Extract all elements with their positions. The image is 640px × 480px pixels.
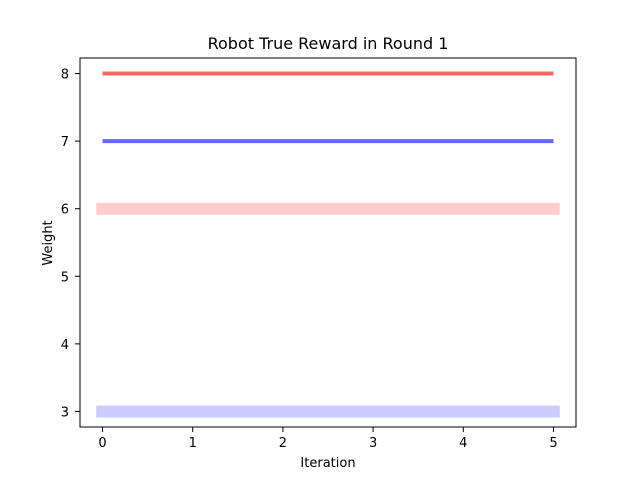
y-axis-label: Weight [41, 220, 56, 265]
x-axis: 0 1 2 3 4 5 [98, 427, 558, 451]
y-tick-label: 8 [61, 68, 69, 83]
y-tick-label: 7 [61, 135, 69, 150]
y-tick-label: 3 [61, 405, 69, 420]
x-axis-label: Iteration [300, 456, 355, 471]
x-tick-label: 4 [459, 436, 467, 451]
y-tick-label: 6 [61, 203, 69, 218]
y-tick-label: 4 [61, 338, 69, 353]
series-layer [96, 71, 560, 418]
x-tick-label: 5 [549, 436, 557, 451]
x-tick-label: 1 [189, 436, 197, 451]
y-axis: 3 4 5 6 7 8 [61, 68, 80, 420]
x-tick-label: 3 [369, 436, 377, 451]
plot-frame [79, 57, 577, 428]
y-tick-label: 5 [61, 270, 69, 285]
x-tick-label: 0 [98, 436, 106, 451]
x-tick-label: 2 [279, 436, 287, 451]
chart-title: Robot True Reward in Round 1 [208, 34, 449, 53]
